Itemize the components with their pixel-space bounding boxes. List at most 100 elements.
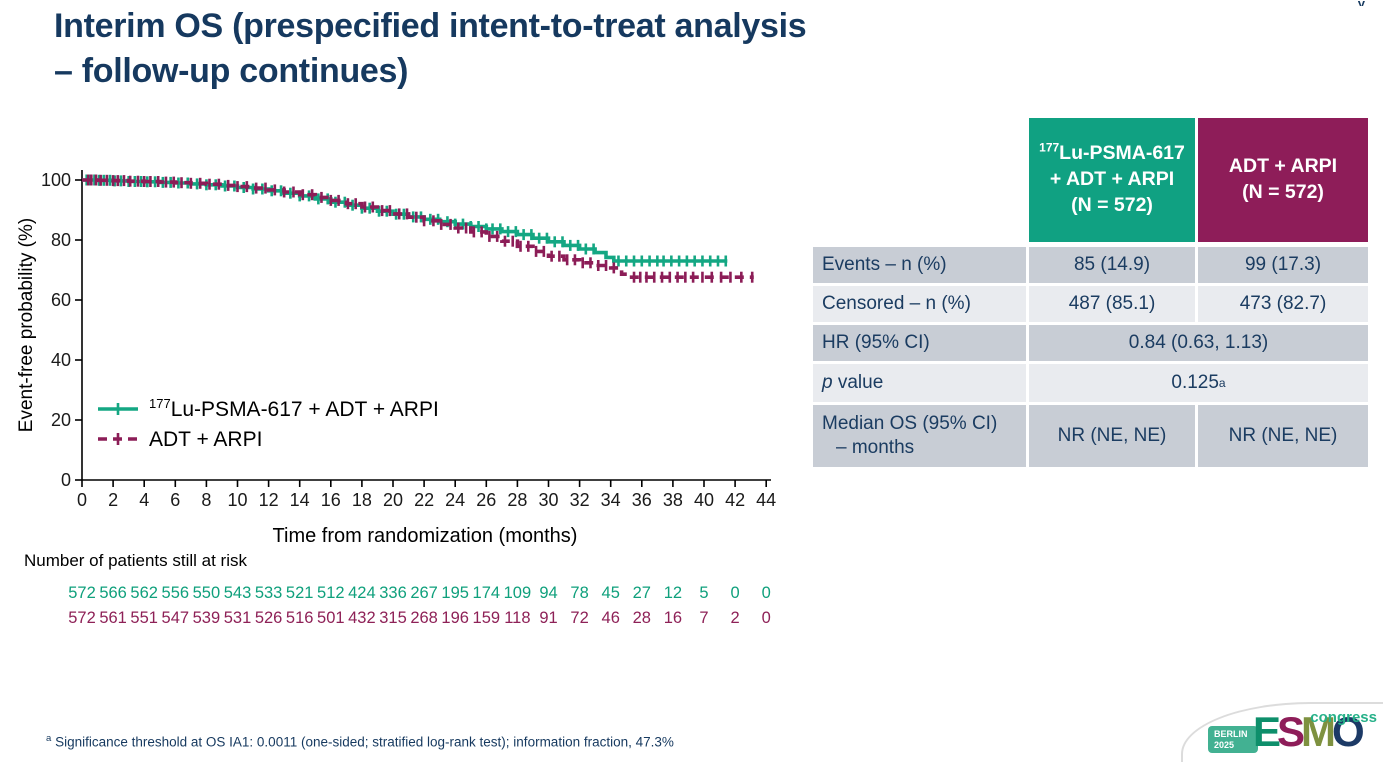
summary-header-lu-psma: 177Lu-PSMA-617 + ADT + ARPI (N = 572)	[1029, 118, 1195, 242]
x-tick-label: 10	[227, 490, 247, 510]
risk-count: 28	[633, 609, 651, 627]
summary-row-label: Median OS (95% CI) – months	[813, 405, 1026, 467]
km-curve-lu-psma	[82, 178, 728, 263]
summary-table-row: Events – n (%) 85 (14.9) 99 (17.3)	[813, 247, 1369, 283]
clipped-text-fragment: y	[1358, 0, 1365, 6]
summary-row-label: HR (95% CI)	[813, 325, 1026, 361]
risk-count: 12	[664, 584, 682, 602]
risk-count: 118	[504, 609, 530, 627]
summary-row-value-span: 0.125 a	[1029, 364, 1368, 402]
legend-label: ADT + ARPI	[149, 428, 262, 451]
risk-count: 94	[539, 584, 557, 602]
km-curve-adt-arpi	[82, 178, 754, 279]
risk-count: 572	[68, 584, 96, 602]
y-tick-label: 40	[51, 350, 71, 370]
summary-row-label-line1: Events – n (%)	[822, 254, 947, 276]
summary-row-label: p value	[813, 364, 1026, 402]
y-tick-label: 100	[41, 170, 71, 190]
risk-count: 78	[570, 584, 588, 602]
risk-count: 195	[441, 584, 469, 602]
risk-count: 561	[99, 609, 127, 627]
summary-row-value: 85 (14.9)	[1029, 247, 1195, 283]
isotope-superscript: 177	[1039, 140, 1060, 155]
summary-row-label-line1: p value	[822, 372, 884, 394]
risk-count: 27	[633, 584, 651, 602]
risk-count: 424	[348, 584, 376, 602]
x-tick-label: 20	[383, 490, 403, 510]
summary-table: 177Lu-PSMA-617 + ADT + ARPI (N = 572) ADT +…	[813, 118, 1369, 467]
esmo-letter: O	[1332, 708, 1365, 755]
summary-table-row: HR (95% CI) 0.84 (0.63, 1.13)	[813, 325, 1369, 361]
risk-count: 562	[130, 584, 158, 602]
risk-count: 526	[255, 609, 283, 627]
footnote-superscript: a	[46, 733, 52, 744]
risk-count: 336	[379, 584, 407, 602]
y-tick-label: 80	[51, 230, 71, 250]
summary-row-label-line1: HR (95% CI)	[822, 332, 930, 354]
risk-count: 267	[410, 584, 438, 602]
x-tick-label: 8	[201, 490, 211, 510]
x-tick-label: 24	[445, 490, 465, 510]
summary-row-value: NR (NE, NE)	[1029, 405, 1195, 467]
risk-count: 2	[731, 609, 740, 627]
risk-count: 196	[441, 609, 469, 627]
risk-count: 566	[99, 584, 127, 602]
risk-count: 551	[130, 609, 158, 627]
slide-title-line1: Interim OS (prespecified intent-to-treat…	[54, 7, 807, 45]
footnote-text: Significance threshold at OS IA1: 0.0011…	[55, 734, 674, 750]
x-tick-label: 40	[694, 490, 714, 510]
risk-count: 556	[162, 584, 190, 602]
y-axis-title: Event-free probability (%)	[16, 218, 37, 432]
x-tick-label: 18	[352, 490, 372, 510]
risk-count: 501	[317, 609, 345, 627]
summary-header-line: 177Lu-PSMA-617	[1039, 140, 1185, 165]
x-tick-label: 12	[259, 490, 279, 510]
x-tick-label: 30	[538, 490, 558, 510]
legend-label: 177Lu-PSMA-617 + ADT + ARPI	[149, 396, 439, 421]
slide-title-line2: – follow-up continues)	[54, 52, 409, 91]
summary-row-label-line1: Censored – n (%)	[822, 293, 971, 315]
esmo-congress-label: congress	[1310, 709, 1377, 726]
x-tick-label: 42	[725, 490, 745, 510]
x-tick-label: 0	[77, 490, 87, 510]
x-tick-label: 22	[414, 490, 434, 510]
x-tick-label: 38	[663, 490, 683, 510]
x-tick-label: 32	[570, 490, 590, 510]
risk-count: 46	[602, 609, 620, 627]
risk-count: 432	[348, 609, 376, 627]
summary-header-line: + ADT + ARPI	[1049, 168, 1175, 191]
summary-row-value: NR (NE, NE)	[1198, 405, 1368, 467]
x-tick-label: 4	[139, 490, 149, 510]
summary-table-row: Median OS (95% CI) – months NR (NE, NE) NR …	[813, 405, 1369, 467]
summary-table-row: Censored – n (%) 487 (85.1) 473 (82.7)	[813, 286, 1369, 322]
summary-row-label: Censored – n (%)	[813, 286, 1026, 322]
risk-count: 0	[731, 584, 740, 602]
summary-row-label-line2: – months	[836, 437, 915, 458]
esmo-berlin-badge: BERLIN 2025	[1208, 726, 1258, 753]
risk-count: 174	[473, 584, 501, 602]
risk-count: 268	[410, 609, 438, 627]
x-tick-label: 6	[170, 490, 180, 510]
risk-count: 315	[379, 609, 407, 627]
esmo-letter: E	[1253, 708, 1281, 755]
esmo-letter: S	[1277, 708, 1305, 755]
summary-row-value: 487 (85.1)	[1029, 286, 1195, 322]
risk-count: 109	[504, 584, 532, 602]
risk-count: 516	[286, 609, 314, 627]
risk-count: 533	[255, 584, 283, 602]
summary-table-header-row: 177Lu-PSMA-617 + ADT + ARPI (N = 572) ADT +…	[1029, 118, 1369, 242]
x-tick-label: 28	[507, 490, 527, 510]
x-tick-label: 14	[290, 490, 310, 510]
y-tick-label: 0	[61, 470, 71, 490]
footnote: a Significance threshold at OS IA1: 0.00…	[46, 733, 674, 750]
x-tick-label: 2	[108, 490, 118, 510]
esmo-letter: M	[1301, 708, 1336, 755]
summary-row-label: Events – n (%)	[813, 247, 1026, 283]
risk-count: 159	[473, 609, 501, 627]
esmo-badge-line1: BERLIN	[1214, 728, 1248, 739]
risk-count: 512	[317, 584, 345, 602]
summary-table-row: p value 0.125 a	[813, 364, 1369, 402]
risk-count: 7	[699, 609, 708, 627]
